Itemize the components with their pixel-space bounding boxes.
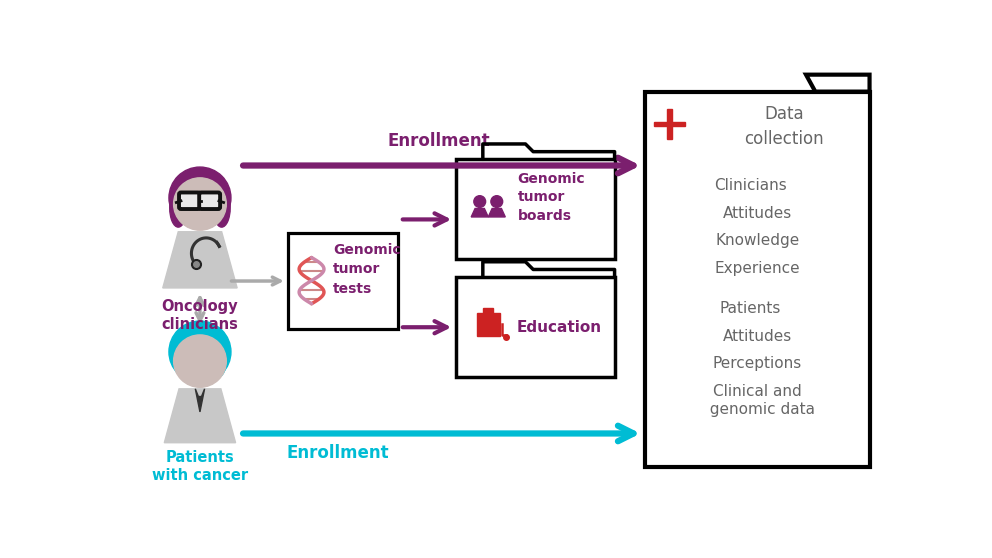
FancyBboxPatch shape (645, 92, 870, 468)
Text: Genomic
tumor
tests: Genomic tumor tests (333, 243, 401, 296)
FancyBboxPatch shape (668, 109, 672, 140)
FancyBboxPatch shape (483, 308, 493, 315)
Ellipse shape (170, 189, 186, 227)
Polygon shape (806, 75, 870, 92)
Text: Attitudes: Attitudes (722, 205, 792, 220)
Ellipse shape (213, 189, 230, 227)
Polygon shape (471, 209, 488, 217)
FancyBboxPatch shape (179, 193, 200, 209)
Circle shape (174, 335, 226, 387)
Text: Patients
with cancer: Patients with cancer (152, 450, 248, 483)
Ellipse shape (210, 342, 226, 377)
Circle shape (169, 321, 231, 383)
Circle shape (174, 178, 226, 230)
Ellipse shape (176, 342, 190, 377)
Text: Attitudes: Attitudes (722, 329, 792, 344)
Text: Knowledge: Knowledge (715, 233, 800, 248)
Polygon shape (163, 232, 237, 288)
Circle shape (169, 167, 231, 229)
Text: Clinical and
  genomic data: Clinical and genomic data (699, 384, 814, 417)
Text: Oncology
clinicians: Oncology clinicians (162, 300, 238, 332)
FancyBboxPatch shape (455, 277, 615, 377)
Polygon shape (165, 389, 236, 442)
Text: Data
collection: Data collection (744, 105, 824, 148)
Text: Education: Education (516, 320, 601, 335)
Polygon shape (488, 209, 505, 217)
Polygon shape (195, 389, 204, 412)
Circle shape (474, 196, 486, 208)
FancyBboxPatch shape (199, 193, 220, 209)
Text: Enrollment: Enrollment (287, 444, 390, 462)
Text: Clinicians: Clinicians (714, 178, 787, 193)
Text: Genomic
tumor
boards: Genomic tumor boards (518, 172, 585, 223)
FancyBboxPatch shape (455, 160, 615, 259)
Text: Enrollment: Enrollment (388, 132, 490, 150)
Text: Experience: Experience (714, 261, 800, 276)
Circle shape (491, 196, 503, 208)
Text: Patients: Patients (720, 301, 781, 316)
FancyBboxPatch shape (654, 122, 685, 126)
FancyBboxPatch shape (289, 233, 399, 329)
Text: Perceptions: Perceptions (712, 357, 802, 372)
